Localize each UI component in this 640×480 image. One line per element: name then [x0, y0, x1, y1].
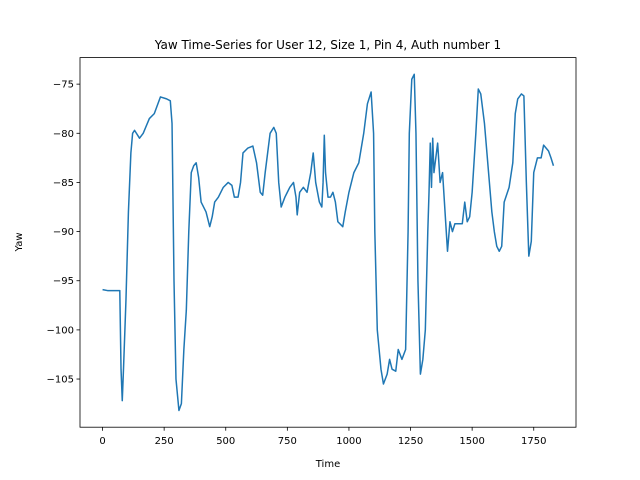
y-tick-label: −100: [47, 325, 74, 336]
x-axis-label: Time: [315, 459, 340, 470]
y-tick-label: −85: [53, 178, 74, 189]
x-tick-label: 250: [155, 436, 174, 447]
axes-frame: [79, 57, 577, 428]
y-tick-label: −80: [53, 129, 74, 140]
chart-title: Yaw Time-Series for User 12, Size 1, Pin…: [154, 38, 501, 52]
x-tick-label: 1500: [459, 436, 484, 447]
x-tick-label: 1250: [398, 436, 423, 447]
y-tick-label: −75: [53, 80, 74, 91]
x-tick-label: 500: [216, 436, 235, 447]
x-tick-label: 1000: [336, 436, 361, 447]
y-tick-label: −90: [53, 227, 74, 238]
x-tick-label: 750: [278, 436, 297, 447]
x-tick-label: 1750: [521, 436, 546, 447]
data-line: [102, 73, 555, 412]
y-tick-label: −95: [53, 276, 74, 287]
y-axis-label: Yaw: [14, 232, 25, 252]
x-tick-label: 0: [99, 436, 105, 447]
y-tick-label: −105: [47, 375, 74, 386]
